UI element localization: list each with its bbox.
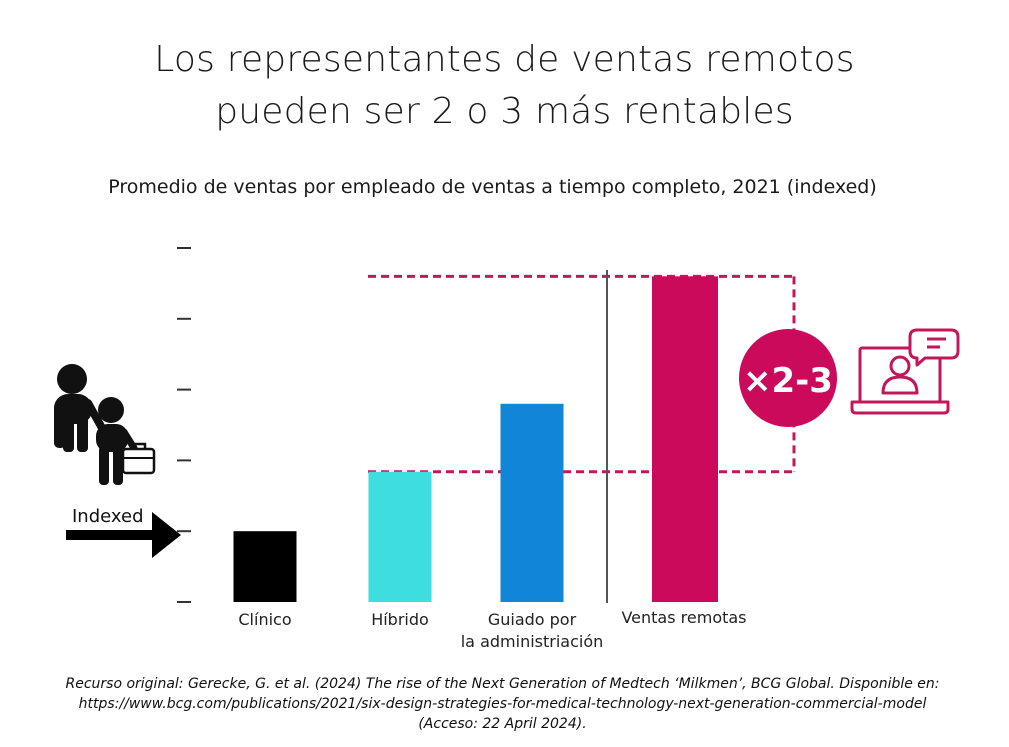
title-line-2: pueden ser 2 o 3 más rentables <box>215 91 794 132</box>
laptop-user-chat-icon <box>850 328 960 415</box>
category-labels: Clínico Híbrido Guiado por la administriaci… <box>238 608 746 651</box>
source-line-1: Recurso original: Gerecke, G. et al. (20… <box>65 676 940 692</box>
category-label-2: Guiado por la administriación <box>461 610 604 651</box>
bar-1 <box>368 471 432 602</box>
bar-2 <box>500 403 564 602</box>
category-label-3: Ventas remotas <box>621 608 746 627</box>
bar-0 <box>233 531 297 602</box>
y-axis-ticks <box>177 247 191 603</box>
category-label-0: Clínico <box>238 610 291 629</box>
source-citation: Recurso original: Gerecke, G. et al. (20… <box>0 674 1005 734</box>
arrow-right-icon <box>66 512 181 558</box>
multiplier-text: ×2-3 <box>743 361 833 401</box>
multiplier-badge: ×2-3 <box>739 329 837 427</box>
baseline-label: Indexed <box>72 506 144 527</box>
source-line-3: (Acceso: 22 April 2024). <box>418 716 587 732</box>
title-line-1: Los representantes de ventas remotos <box>154 39 855 80</box>
people-with-briefcase-icon <box>54 364 156 485</box>
chart-subtitle: Promedio de ventas por empleado de venta… <box>108 176 877 198</box>
category-label-1: Híbrido <box>371 610 429 629</box>
bars <box>233 276 718 602</box>
source-line-2: https://www.bcg.com/publications/2021/si… <box>78 696 927 712</box>
dashed-annotation-frame <box>368 274 796 474</box>
page-title: Los representantes de ventas remotos pue… <box>0 34 1009 138</box>
bar-3 <box>652 276 718 602</box>
